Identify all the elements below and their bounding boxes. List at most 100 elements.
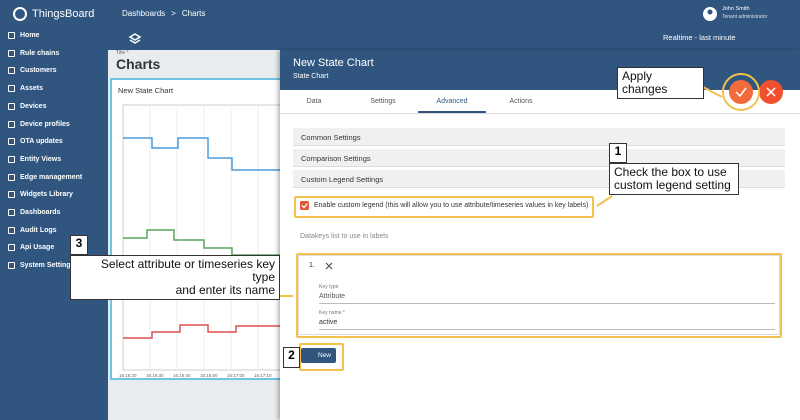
tab[interactable]: Advanced xyxy=(436,98,468,105)
x-tick-label: 16:16:50 xyxy=(200,373,218,378)
key-type-label: Key type xyxy=(319,284,339,290)
menu-item[interactable]: Assets xyxy=(8,85,43,93)
menu-icon xyxy=(8,120,15,128)
menu-label: Edge management xyxy=(20,173,83,181)
callout: Select attribute or timeseries key type a… xyxy=(70,255,280,300)
user-role: Tenant administrator xyxy=(722,14,768,20)
step-number: 1 xyxy=(609,143,627,163)
widget-title: New State Chart xyxy=(118,86,174,95)
menu-icon xyxy=(8,155,15,163)
x-tick-label: 16:16:30 xyxy=(146,373,164,378)
menu-label: Devices xyxy=(20,102,47,110)
menu-item[interactable]: Customers xyxy=(8,67,57,75)
key-name-input[interactable]: active xyxy=(319,319,775,330)
menu-item[interactable]: System Settings xyxy=(8,262,75,270)
menu-label: Assets xyxy=(20,85,43,93)
breadcrumb: Dashboards > Charts xyxy=(122,9,205,18)
section-header[interactable]: Comparison Settings xyxy=(293,149,785,167)
tab[interactable]: Settings xyxy=(370,98,396,105)
avatar[interactable] xyxy=(702,6,718,22)
dashboard-title: Charts xyxy=(116,56,161,72)
callout: Check the box to use custom legend settin… xyxy=(609,163,739,195)
section-header[interactable]: Common Settings xyxy=(293,128,785,146)
tab-indicator xyxy=(418,111,486,113)
apply-button[interactable] xyxy=(729,80,753,104)
menu-label: Device profiles xyxy=(20,120,70,128)
menu-item[interactable]: Entity Views xyxy=(8,155,62,163)
menu-item[interactable]: OTA updates xyxy=(8,138,63,146)
callout-line: and enter its name xyxy=(175,283,275,297)
menu-item[interactable]: Api Usage xyxy=(8,244,55,252)
checkbox[interactable] xyxy=(300,201,310,211)
menu-label: Audit Logs xyxy=(20,226,57,234)
menu-label: Home xyxy=(20,32,40,39)
menu-label: Customers xyxy=(20,67,57,75)
remove-icon[interactable] xyxy=(325,262,333,270)
datakey-card: 1. Key type Attribute Key name * active xyxy=(298,255,780,335)
menu-icon xyxy=(8,209,15,216)
widget-chart: 16:16:20 16:16:30 16:16:40 16:16:50 16:17:00… xyxy=(119,104,283,378)
x-tick-label: 16:16:20 xyxy=(119,373,137,378)
menu-icon xyxy=(8,102,15,110)
x-tick-label: 16:16:40 xyxy=(173,373,191,378)
key-type-select[interactable]: Attribute xyxy=(319,293,775,304)
breadcrumb-item[interactable]: Dashboards xyxy=(122,9,166,18)
menu-label: Dashboards xyxy=(20,209,61,216)
menu-item[interactable]: Audit Logs xyxy=(8,226,57,234)
highlight xyxy=(299,343,344,371)
timewindow[interactable]: Realtime - last minute xyxy=(663,33,736,42)
callout-line: custom legend setting xyxy=(614,178,731,192)
step-number: 3 xyxy=(70,235,88,255)
checkbox-label: Enable custom legend (this will allow yo… xyxy=(314,202,589,209)
menu-label: Rule chains xyxy=(20,49,60,57)
datakeys-label: Datakeys list to use in labels xyxy=(300,233,389,240)
tab-divider xyxy=(280,113,800,114)
callout: Apply changes xyxy=(617,67,704,99)
new-button[interactable]: New xyxy=(301,348,336,363)
tab[interactable]: Actions xyxy=(509,98,533,105)
menu-label: Api Usage xyxy=(20,244,55,252)
arrows xyxy=(278,86,723,297)
highlight xyxy=(294,196,594,218)
user-name: John Smith xyxy=(722,6,750,12)
highlight xyxy=(722,73,760,111)
menu-icon xyxy=(8,262,15,270)
breadcrumb-separator: > xyxy=(171,9,176,18)
menu-icon xyxy=(8,244,15,252)
layers-icon[interactable] xyxy=(128,32,142,46)
menu-icon xyxy=(8,32,15,39)
menu-label: OTA updates xyxy=(20,138,63,146)
toolbar: Realtime - last minute xyxy=(108,28,800,50)
x-tick-label: 16:17:10 xyxy=(254,373,272,378)
logo-icon xyxy=(13,7,27,21)
menu-icon xyxy=(8,138,15,146)
menu-icon xyxy=(8,191,15,199)
menu-item[interactable]: Rule chains xyxy=(8,49,60,57)
menu-icon xyxy=(8,49,15,57)
menu-item[interactable]: Dashboards xyxy=(8,209,60,216)
panel-subtitle: State Chart xyxy=(293,73,329,80)
menu-icon xyxy=(8,85,15,93)
menu-label: Entity Views xyxy=(20,155,62,163)
menu-item[interactable]: Device profiles xyxy=(8,120,70,128)
menu-item[interactable]: Widgets Library xyxy=(8,191,73,199)
menu-label: System Settings xyxy=(20,262,75,270)
callout-line: Select attribute or timeseries key type xyxy=(100,257,275,284)
menu-item[interactable]: Edge management xyxy=(8,173,83,181)
tab[interactable]: Data xyxy=(306,98,322,105)
key-name-label: Key name * xyxy=(319,310,345,316)
menu-item[interactable]: Devices xyxy=(8,102,47,110)
step-number: 2 xyxy=(283,347,300,368)
menu-icon xyxy=(8,173,15,181)
logo: ThingsBoard xyxy=(32,8,95,20)
panel-header: New State Chart State Chart xyxy=(280,50,800,90)
title-label: Title * xyxy=(116,50,129,56)
x-tick-label: 16:17:00 xyxy=(227,373,245,378)
breadcrumb-item[interactable]: Charts xyxy=(181,9,206,18)
menu-icon xyxy=(8,226,15,234)
menu-label: Widgets Library xyxy=(20,191,73,199)
sidebar: ThingsBoard Home Rule chains Customers Asse… xyxy=(0,0,108,420)
menu-item[interactable]: Home xyxy=(8,32,39,39)
